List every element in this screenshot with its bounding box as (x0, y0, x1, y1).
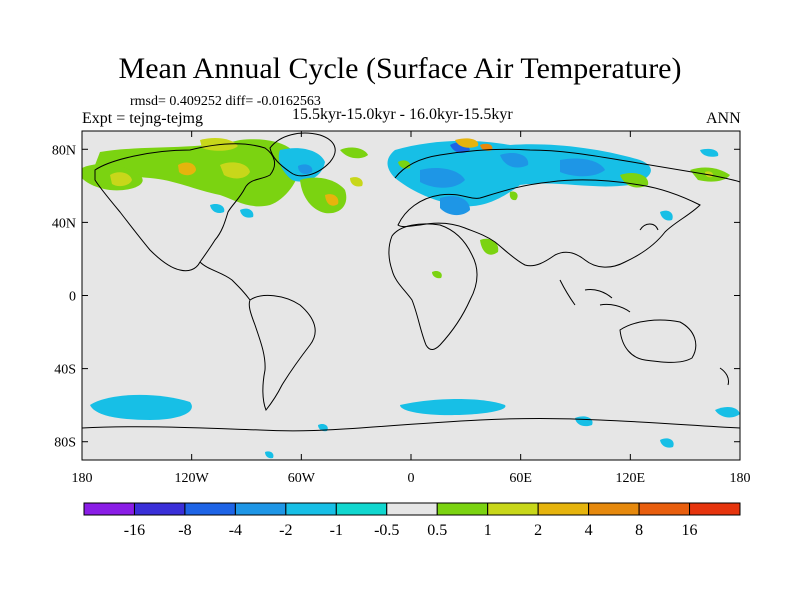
anomaly-patch (660, 210, 673, 221)
colorbar-label: 2 (534, 522, 542, 539)
latitude-labels: 80N 40N 0 40S 80S (52, 143, 76, 450)
africa-coast (388, 223, 478, 350)
colorbar-label: 16 (682, 522, 698, 539)
colorbar-label: 8 (635, 522, 643, 539)
colorbar-swatch (436, 502, 489, 516)
longitude-label: 60W (288, 471, 316, 486)
anomaly-patch (340, 147, 368, 159)
period-label: 15.5kyr-15.0kyr - 16.0kyr-15.5kyr (292, 106, 513, 123)
anomaly-patch (178, 162, 196, 176)
colorbar-label: -1 (330, 522, 343, 539)
colorbar-swatch (537, 502, 590, 516)
central-america-coast (199, 261, 251, 301)
latitude-label: 0 (69, 290, 76, 305)
colorbar-swatch (689, 502, 741, 516)
anomaly-patch (110, 172, 132, 187)
anomaly-patch (240, 208, 254, 218)
season-label: ANN (706, 110, 741, 127)
colorbar-label: -2 (279, 522, 292, 539)
anomaly-patch (480, 238, 499, 255)
anomaly-patch (400, 398, 506, 416)
anomaly-patch (90, 394, 192, 420)
colorbar-label: -16 (124, 522, 145, 539)
longitude-label: 0 (408, 471, 415, 486)
arctic-coast (394, 148, 740, 183)
colorbar-label: -0.5 (374, 522, 399, 539)
colorbar-label: -8 (178, 522, 191, 539)
latitude-label: 80S (54, 436, 76, 451)
anomaly-patch (620, 173, 649, 188)
anomaly-patch (455, 138, 479, 148)
colorbar-swatch (386, 502, 438, 516)
colorbar-swatch (335, 502, 388, 516)
experiment-label: Expt = tejng-tejmg (82, 110, 203, 127)
chart-title: Mean Annual Cycle (Surface Air Temperatu… (118, 52, 682, 85)
anomaly-fields (82, 138, 740, 459)
anomaly-patch (509, 191, 518, 201)
australia-coast (619, 319, 697, 363)
anomaly-patch (210, 203, 225, 214)
longitude-label: 120E (616, 471, 646, 486)
latitude-label: 40S (54, 363, 76, 378)
anomaly-patch (220, 162, 250, 179)
latitude-label: 40N (52, 216, 76, 231)
latitude-label: 80N (52, 143, 76, 158)
colorbar-labels: -16 -8 -4 -2 -1 -0.5 0.5 1 2 4 8 16 (124, 522, 698, 539)
colorbar-label: -4 (229, 522, 242, 539)
colorbar-label: 4 (585, 522, 593, 539)
longitude-labels: 180 120W 60W 0 60E 120E 180 (72, 471, 751, 486)
anomaly-patch (705, 171, 713, 178)
anomaly-patch (440, 196, 470, 216)
north-america-coast (94, 143, 276, 272)
colorbar-swatch (285, 502, 337, 516)
colorbar-swatch (184, 502, 236, 516)
colorbar-swatch (83, 502, 135, 516)
colorbar-swatch (638, 502, 691, 516)
axis-ticks (81, 131, 741, 460)
anomaly-patch (387, 140, 651, 207)
colorbar-swatch (234, 502, 287, 516)
colorbar (83, 502, 741, 516)
colorbar-label: 0.5 (427, 522, 447, 539)
new-zealand-coast (719, 367, 729, 386)
longitude-label: 120W (175, 471, 210, 486)
anomaly-patch (265, 451, 274, 459)
anomaly-patch (432, 270, 442, 279)
anomaly-patch (700, 148, 719, 157)
colorbar-swatch (133, 502, 186, 516)
anomaly-patch (660, 438, 674, 448)
south-america-coast (248, 294, 316, 411)
anomaly-patch (350, 177, 363, 187)
anomaly-patch (318, 423, 328, 432)
southeast-asia-coast (559, 279, 631, 313)
anomaly-patch (560, 158, 605, 177)
colorbar-label: 1 (484, 522, 492, 539)
eurasia-coast (397, 179, 701, 268)
anomaly-patch (420, 168, 465, 188)
longitude-label: 180 (730, 471, 751, 486)
anomaly-patch (325, 194, 339, 206)
anomaly-patch (95, 139, 300, 207)
japan-coast (639, 223, 659, 231)
coastlines (82, 132, 740, 432)
anomaly-patch (480, 143, 493, 151)
antarctica-coast (82, 418, 740, 432)
longitude-label: 60E (509, 471, 532, 486)
stats-label: rmsd= 0.409252 diff= -0.0162563 (130, 94, 321, 109)
colorbar-swatch (588, 502, 640, 516)
anomaly-patch (298, 164, 313, 174)
longitude-label: 180 (72, 471, 93, 486)
anomaly-patch (500, 153, 529, 168)
anomaly-patch (715, 406, 740, 418)
colorbar-swatch (487, 502, 539, 516)
greenland-coast (269, 132, 336, 177)
